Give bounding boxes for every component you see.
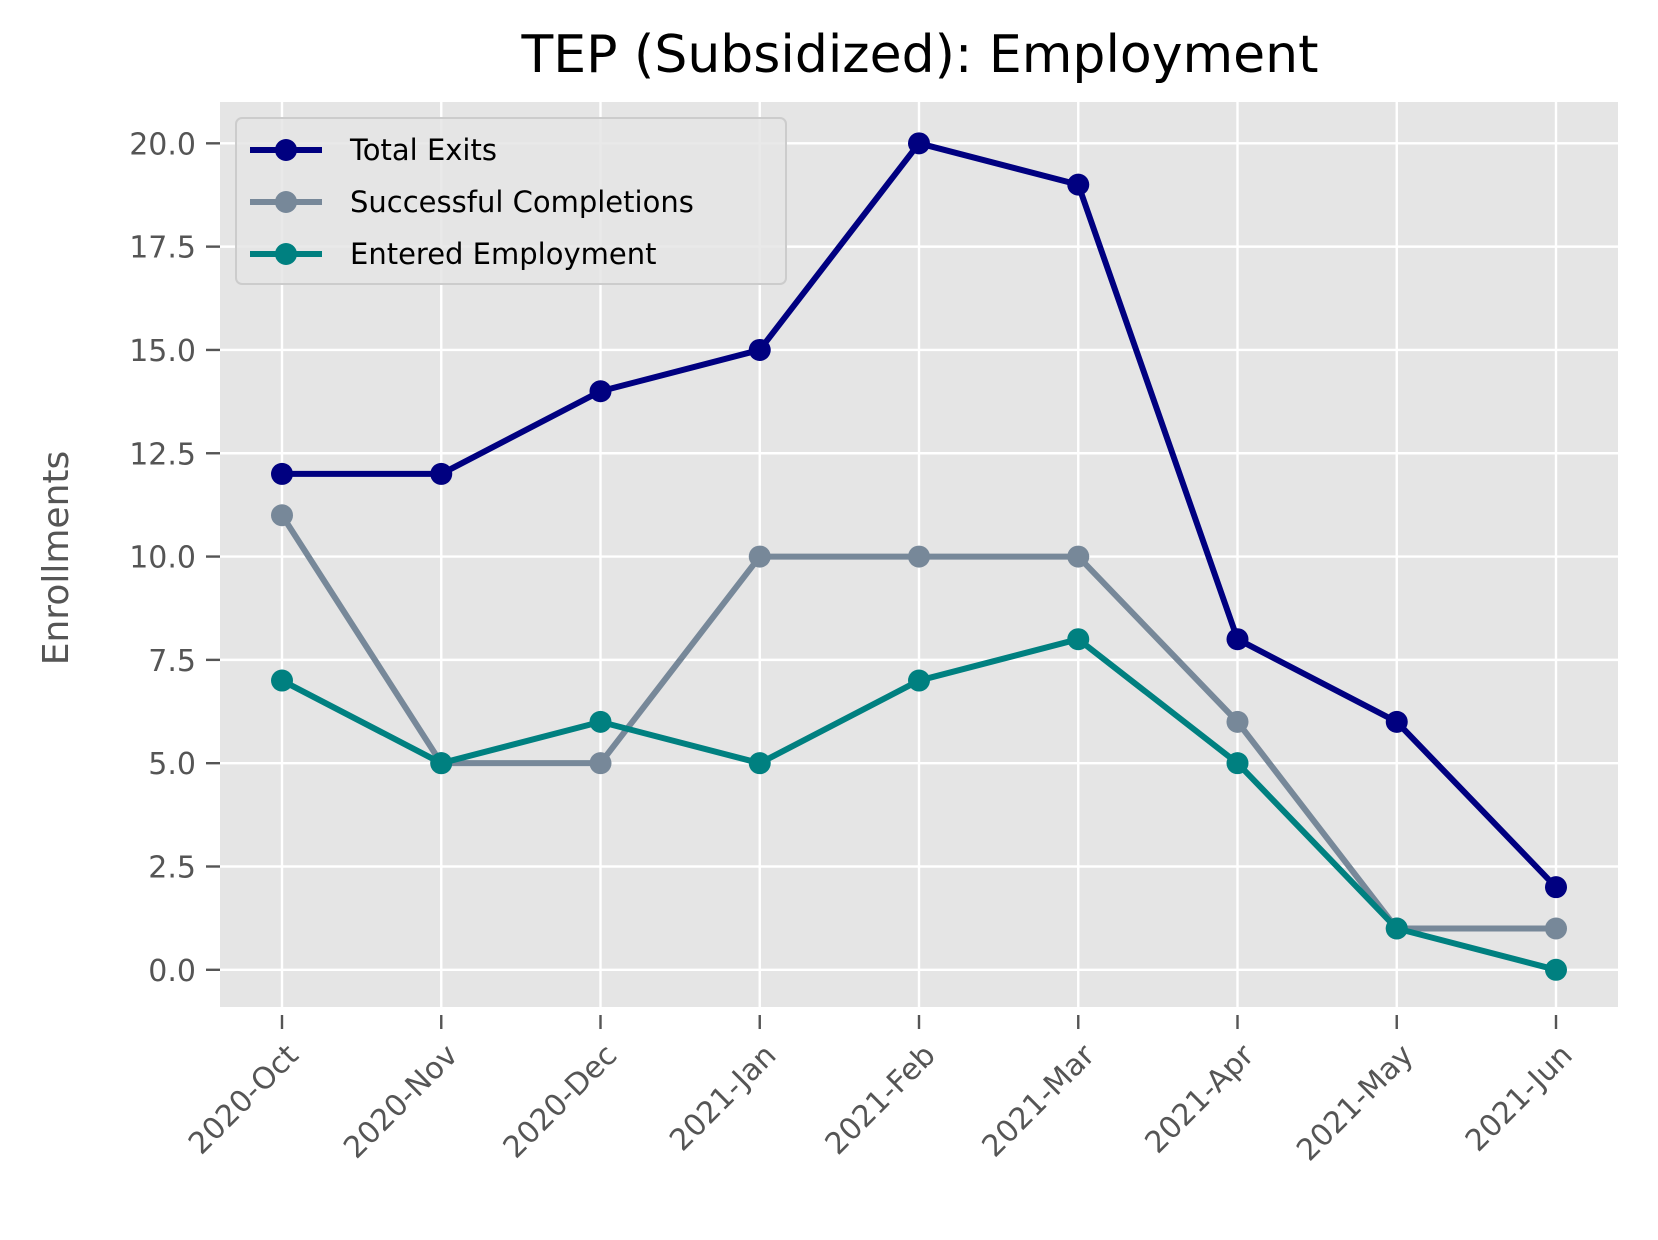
legend: Total Exits Successful Completions Entered… [235,117,787,285]
x-tick-label: 2020-Oct [182,1038,306,1162]
x-tick-label: 2021-Jan [663,1038,783,1158]
legend-marker [275,243,297,265]
data-point [1226,710,1249,733]
y-axis-label: Enrollments [36,451,77,666]
legend-label: Entered Employment [350,237,656,271]
y-tick-label: 20.0 [129,127,196,162]
y-axis: 0.0 2.5 5.0 7.5 10.0 12.5 15.0 17.5 20.0 [129,127,220,989]
x-tick-label: 2021-Mar [975,1037,1102,1164]
data-point [748,545,771,568]
data-point [748,752,771,775]
chart-title: TEP (Subsidized): Employment [521,25,1319,85]
series-group [271,132,1567,981]
data-point [1385,917,1408,940]
data-point [589,710,612,733]
y-tick-label: 10.0 [129,541,196,576]
x-tick-label: 2021-Apr [1139,1037,1262,1160]
legend-label: Total Exits [349,133,497,167]
y-tick-label: 12.5 [129,437,196,472]
data-point [430,752,453,775]
data-point [589,752,612,775]
x-tick-label: 2020-Dec [497,1038,624,1165]
data-point [271,669,293,692]
data-point [1067,545,1090,568]
data-point [271,462,293,485]
y-tick-label: 5.0 [148,747,196,782]
data-point [908,132,930,155]
data-point [1067,173,1090,196]
data-point [1545,958,1567,981]
y-tick-label: 15.0 [129,334,196,369]
data-point [1226,628,1249,651]
y-tick-label: 2.5 [148,850,196,885]
y-tick-label: 7.5 [148,644,196,679]
data-point [908,545,930,568]
data-point [1545,876,1567,899]
data-point [1385,710,1408,733]
y-tick-label: 0.0 [148,954,196,989]
series-entered-employment [271,628,1567,981]
data-point [271,504,293,527]
data-point [430,462,453,485]
data-point [1226,752,1249,775]
data-point [1545,917,1567,940]
legend-marker [275,139,297,161]
series-total-exits [271,132,1567,899]
y-tick-label: 17.5 [129,231,196,266]
x-axis: 2020-Oct 2020-Nov 2020-Dec 2021-Jan 2021-Feb… [182,1015,1580,1168]
data-point [589,380,612,403]
data-point [1067,628,1090,651]
x-tick-label: 2021-May [1290,1038,1420,1168]
data-point [748,338,771,361]
legend-box [235,117,787,285]
legend-label: Successful Completions [350,185,694,219]
data-point [908,669,930,692]
x-tick-label: 2021-Jun [1459,1038,1580,1159]
legend-marker [275,191,297,213]
x-tick-label: 2020-Nov [337,1038,465,1166]
x-tick-label: 2021-Feb [819,1038,943,1162]
